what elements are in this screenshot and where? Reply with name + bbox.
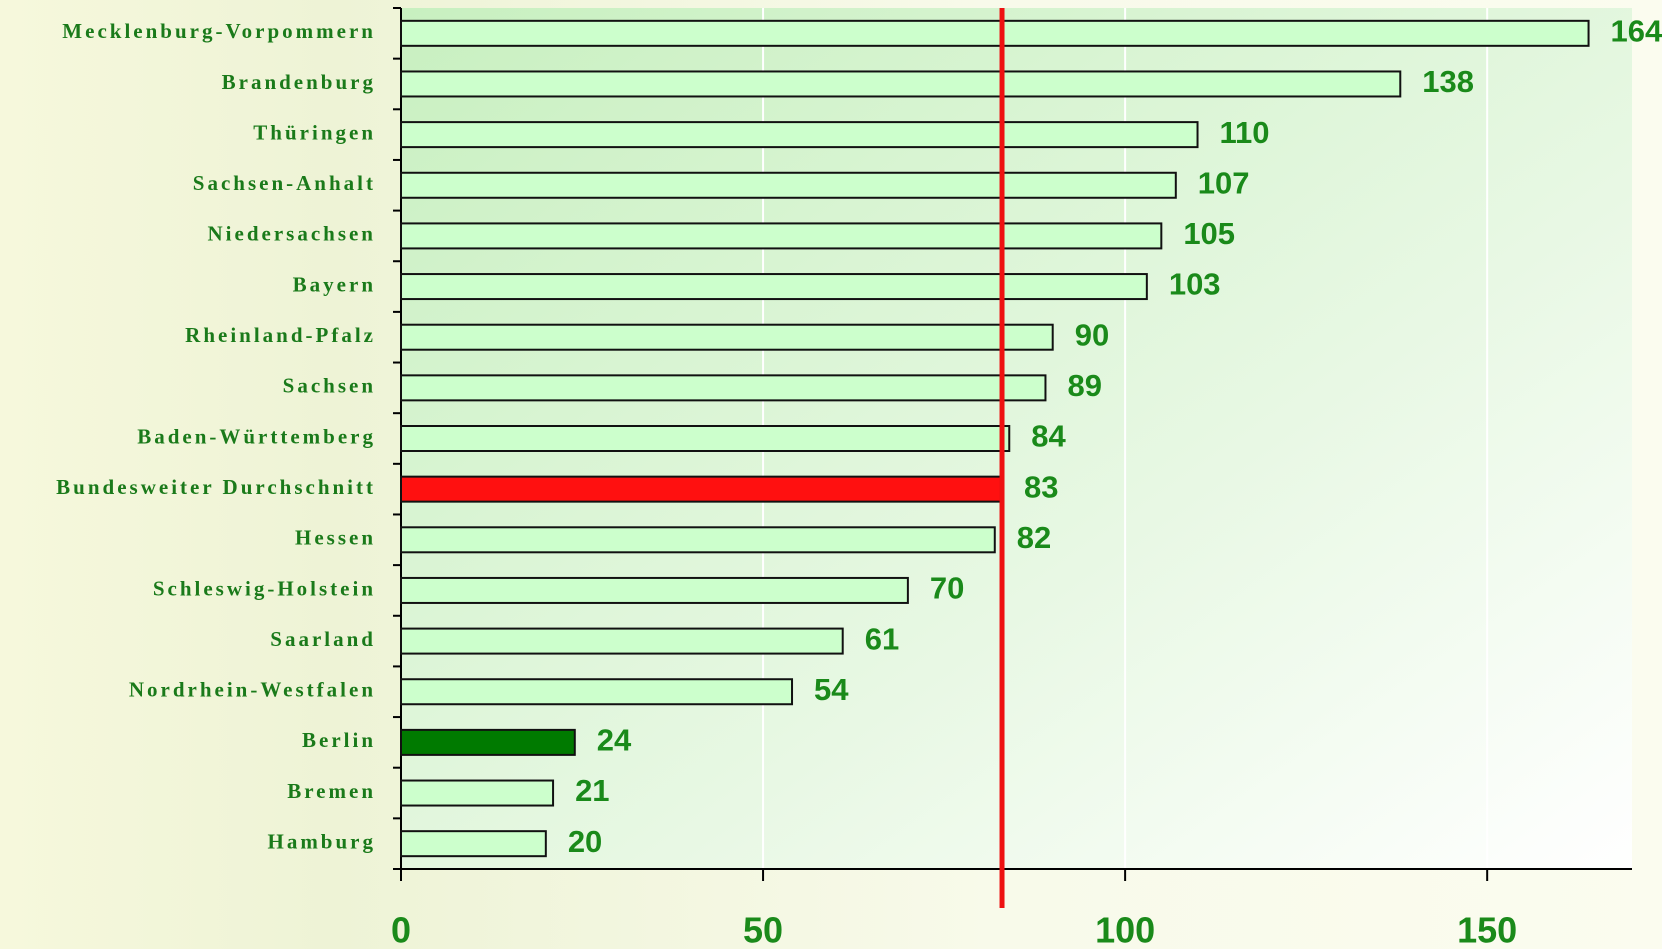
category-label: Nordrhein-Westfalen (129, 678, 376, 702)
x-tick-label: 100 (1095, 910, 1155, 949)
x-tick-label: 150 (1457, 910, 1517, 949)
value-label: 164 (1611, 14, 1662, 49)
category-label: Sachsen-Anhalt (193, 171, 376, 195)
category-label: Brandenburg (222, 70, 376, 94)
bar (400, 19, 1590, 47)
value-label: 24 (597, 723, 632, 758)
value-label: 138 (1422, 64, 1474, 99)
bar (400, 627, 844, 655)
category-label: Schleswig-Holstein (153, 576, 376, 600)
category-label: Thüringen (253, 120, 376, 144)
value-label: 20 (568, 824, 602, 859)
bar (400, 728, 576, 756)
category-label: Mecklenburg-Vorpommern (62, 19, 376, 43)
bar (400, 222, 1163, 250)
bar (400, 678, 794, 706)
bar (400, 323, 1054, 351)
category-label: Niedersachsen (208, 222, 377, 246)
category-label: Baden-Württemberg (137, 424, 376, 448)
value-label: 70 (930, 571, 964, 606)
bar (400, 475, 1004, 503)
x-tick-label: 0 (391, 910, 411, 949)
category-label: Hamburg (267, 829, 376, 853)
bar (400, 526, 996, 554)
category-label: Hessen (295, 526, 376, 550)
value-label: 82 (1017, 520, 1051, 555)
bar (400, 779, 555, 807)
category-label: Bremen (287, 779, 376, 803)
value-label: 105 (1183, 216, 1235, 251)
x-tick-label: 50 (743, 910, 783, 949)
value-label: 90 (1075, 317, 1109, 352)
bar (400, 70, 1402, 98)
category-label: Rheinland-Pfalz (185, 323, 376, 347)
bar (400, 171, 1177, 199)
bar (400, 121, 1199, 149)
value-label: 84 (1031, 419, 1066, 454)
bar (400, 273, 1148, 301)
value-label: 89 (1067, 368, 1101, 403)
category-label: Berlin (302, 728, 376, 752)
bar (400, 830, 547, 858)
bar (400, 425, 1011, 452)
value-label: 83 (1024, 469, 1058, 504)
value-label: 110 (1220, 115, 1270, 150)
value-label: 61 (865, 621, 899, 656)
value-label: 103 (1169, 267, 1221, 302)
category-label: Bayern (293, 272, 376, 296)
category-label: Sachsen (283, 374, 376, 398)
category-label: Bundesweiter Durchschnitt (56, 475, 376, 499)
bar (400, 374, 1047, 402)
category-label: Saarland (270, 627, 376, 651)
value-label: 21 (575, 773, 609, 808)
value-label: 107 (1198, 165, 1250, 200)
value-label: 54 (814, 672, 849, 707)
bar (400, 576, 909, 604)
